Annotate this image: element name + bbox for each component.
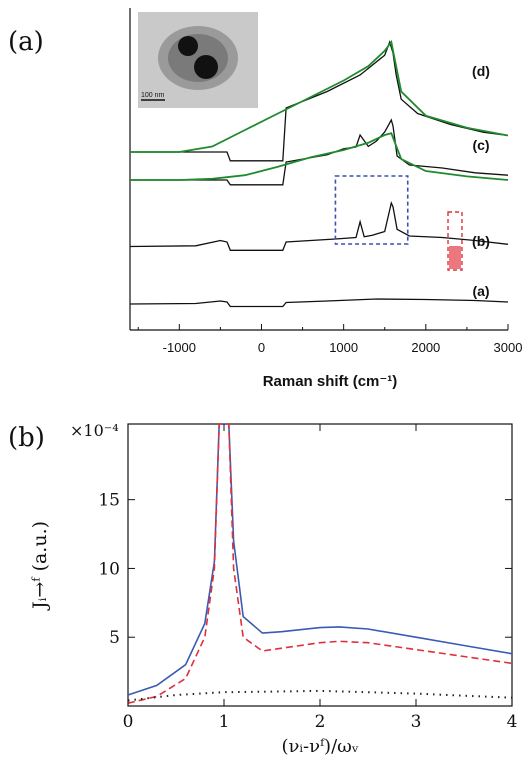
panel-b-y-multiplier: ×10⁻⁴ bbox=[70, 421, 119, 440]
panel-b-x-tick-label: 4 bbox=[507, 712, 518, 732]
panel-a-x-tick-label: 0 bbox=[258, 340, 265, 355]
panel-b-series-dashed bbox=[127, 423, 513, 704]
panel-a-x-tick-label: 1000 bbox=[329, 340, 358, 355]
panel-a-x-axis-label: Raman shift (cm⁻¹) bbox=[263, 373, 398, 390]
blue-highlight-box bbox=[334, 175, 409, 245]
curve-label-c: (c) bbox=[472, 137, 489, 153]
panel-b-x-axis-label: (νᵢ-νᶠ)/ωᵥ bbox=[281, 736, 358, 757]
panel-b-y-tick-label: 10 bbox=[98, 559, 120, 579]
panel-b-y-tick-label: 15 bbox=[98, 491, 120, 511]
red-highlight-box bbox=[447, 211, 463, 271]
panel-a-series-a bbox=[129, 298, 509, 308]
red-highlight-fill bbox=[449, 246, 461, 269]
panel-b-label: (b) bbox=[8, 423, 45, 453]
panel-a-series-b bbox=[129, 200, 509, 251]
panel-b-x-tick-label: 1 bbox=[219, 712, 230, 732]
panel-a-label: (a) bbox=[8, 27, 44, 57]
inset-scale-label: 100 nm bbox=[141, 92, 165, 99]
panel-a-series-cfit bbox=[130, 132, 509, 181]
tem-inset-image: 100 nm bbox=[138, 12, 258, 108]
panel-a: (a) (a) (b) (c) (d) -1000 0 1000 2000 3000 Rama… bbox=[8, 8, 522, 390]
panel-a-series-dfit bbox=[130, 39, 509, 153]
panel-a-x-tick-label: 3000 bbox=[494, 340, 523, 355]
panel-a-x-tick-label: -1000 bbox=[163, 340, 196, 355]
curve-label-d: (d) bbox=[472, 63, 490, 79]
panel-b: (b) ×10⁻⁴ 0 1 2 3 4 5 10 15 Jᵢ→ᶠ (a.u.) (νᵢ-νᶠ)… bbox=[8, 421, 517, 757]
panel-b-series-solid bbox=[127, 423, 513, 696]
panel-a-x-tick-label: 2000 bbox=[411, 340, 440, 355]
panel-b-x-tick-label: 0 bbox=[123, 712, 134, 732]
curve-label-a: (a) bbox=[472, 283, 489, 299]
panel-a-series-d bbox=[130, 39, 509, 162]
curve-label-b: (b) bbox=[472, 233, 490, 249]
panel-b-y-tick-label: 5 bbox=[109, 628, 120, 648]
panel-b-x-tick-label: 3 bbox=[411, 712, 422, 732]
panel-b-x-tick-label: 2 bbox=[315, 712, 326, 732]
panel-b-y-axis-label: Jᵢ→ᶠ (a.u.) bbox=[29, 521, 51, 611]
